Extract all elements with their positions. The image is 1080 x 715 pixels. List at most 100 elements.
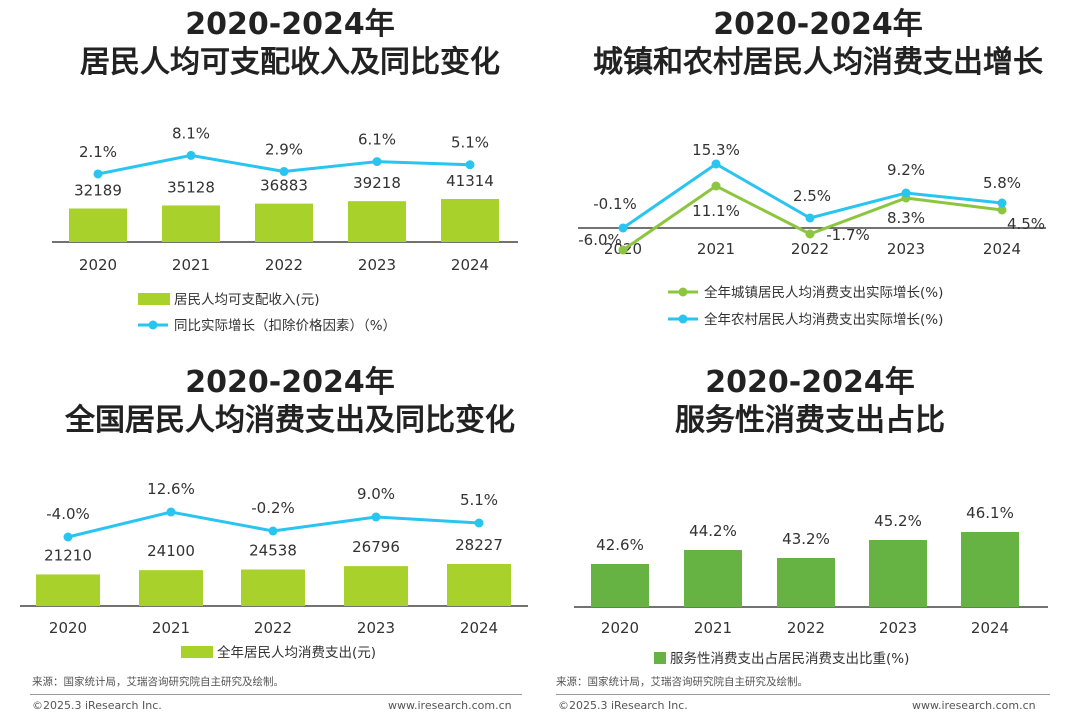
p3-line-label: 9.0%: [357, 485, 395, 503]
p1-bar: [255, 203, 313, 242]
p3-line-point: [63, 532, 73, 542]
p4-legend-bar-label: 服务性消费支出占居民消费支出比重(%): [670, 651, 909, 667]
p1-legend-line-label: 同比实际增长（扣除价格因素）（%）: [174, 318, 396, 334]
p3-bar: [139, 570, 203, 606]
p3-bar: [241, 569, 305, 606]
p3-line-point: [371, 512, 381, 522]
p3-line-point: [166, 507, 176, 517]
p4-bar: [777, 558, 835, 607]
p1-bar: [162, 205, 220, 242]
p3-bar: [36, 574, 100, 606]
p2-tick-label: 2021: [697, 240, 735, 258]
footer-divider-right: [556, 694, 1050, 695]
p4-bar: [961, 532, 1019, 607]
panel4-title: 2020-2024年 服务性消费支出占比: [560, 364, 1060, 440]
p2-legend-urban-label: 全年城镇居民人均消费支出实际增长(%): [704, 284, 943, 301]
panel2-title: 2020-2024年 城镇和农村居民人均消费支出增长: [568, 6, 1068, 82]
panel3-title-line1: 2020-2024年: [185, 365, 395, 400]
p3-tick-label: 2024: [460, 619, 498, 637]
p2-rural-point: [618, 223, 628, 233]
panel2-title-line2: 城镇和农村居民人均消费支出增长: [593, 45, 1043, 80]
p2-rural-point: [711, 159, 721, 169]
p1-legend-bar-label: 居民人均可支配收入(元): [174, 292, 320, 308]
p1-bar-label: 32189: [74, 181, 122, 199]
p1-tick-label: 2022: [265, 256, 303, 274]
p3-bar-label: 24100: [147, 542, 195, 560]
p2-urban-label: 4.5%: [1007, 215, 1045, 233]
p1-line-point: [279, 167, 289, 177]
p3-bar-label: 21210: [44, 546, 92, 564]
p2-rural-label: 5.8%: [983, 174, 1021, 192]
p4-bar-label: 46.1%: [966, 504, 1014, 522]
p2-tick-label: 2024: [983, 240, 1021, 258]
copyright-left: ©2025.3 iResearch Inc.: [32, 699, 162, 712]
p4-bar: [591, 564, 649, 607]
p3-bar-label: 24538: [249, 541, 297, 559]
website-right[interactable]: www.iresearch.com.cn: [912, 699, 1036, 712]
p1-bar: [69, 208, 127, 242]
p3-tick-label: 2020: [49, 619, 87, 637]
p4-tick-label: 2020: [601, 619, 639, 637]
p2-rural-label: -0.1%: [593, 195, 637, 213]
p2-urban-point: [618, 245, 628, 255]
p1-bar-label: 36883: [260, 177, 308, 195]
p4-legend-bar-swatch: [654, 652, 666, 664]
p2-legend-rural-marker: [678, 314, 688, 324]
p1-line-label: 2.9%: [265, 141, 303, 159]
p4-bar: [869, 540, 927, 607]
p3-line-label: 12.6%: [147, 480, 195, 498]
p2-rural-label: 15.3%: [692, 141, 740, 159]
p3-tick-label: 2021: [152, 619, 190, 637]
p1-line-label: 8.1%: [172, 124, 210, 142]
p3-tick-label: 2022: [254, 619, 292, 637]
p2-rural-label: 2.5%: [793, 187, 831, 205]
p1-line-point: [186, 150, 196, 160]
p1-tick-label: 2023: [358, 256, 396, 274]
p1-tick-label: 2021: [172, 256, 210, 274]
p1-bar-label: 39218: [353, 174, 401, 192]
p1-line-label: 2.1%: [79, 143, 117, 161]
p3-bar: [447, 564, 511, 606]
p1-line-point: [465, 160, 475, 170]
p3-line-point: [474, 518, 484, 528]
p4-bar-label: 44.2%: [689, 522, 737, 540]
p2-rural-point: [805, 213, 815, 223]
p2-rural-label: 9.2%: [887, 161, 925, 179]
p3-legend-bar-swatch: [181, 646, 213, 658]
p1-line-point: [372, 157, 382, 167]
p2-legend-urban-marker: [678, 287, 688, 297]
p1-legend-bar-swatch: [138, 293, 170, 305]
p1-line-label: 5.1%: [451, 134, 489, 152]
p3-bar: [344, 566, 408, 606]
website-left[interactable]: www.iresearch.com.cn: [388, 699, 512, 712]
p3-bar-label: 26796: [352, 538, 400, 556]
p3-tick-label: 2023: [357, 619, 395, 637]
panel4-title-line2: 服务性消费支出占比: [675, 403, 945, 438]
p3-line-point: [268, 526, 278, 536]
p2-rural-point: [997, 198, 1007, 208]
p2-legend-rural-label: 全年农村居民人均消费支出实际增长(%): [704, 311, 943, 328]
p4-bar-label: 43.2%: [782, 530, 830, 548]
p2-urban-label: -1.7%: [826, 226, 870, 244]
p3-line-label: -4.0%: [46, 505, 90, 523]
p2-tick-label: 2023: [887, 240, 925, 258]
panel3-title: 2020-2024年 全国居民人均消费支出及同比变化: [40, 364, 540, 440]
p3-bar-label: 28227: [455, 536, 503, 554]
p3-legend-bar-label: 全年居民人均消费支出(元): [217, 644, 376, 661]
p4-tick-label: 2024: [971, 619, 1009, 637]
p1-bar: [441, 199, 499, 242]
p2-urban-label: 11.1%: [692, 202, 740, 220]
p2-urban-label: 8.3%: [887, 209, 925, 227]
p4-tick-label: 2022: [787, 619, 825, 637]
panel1-title-line2: 居民人均可支配收入及同比变化: [80, 45, 500, 80]
p4-tick-label: 2023: [879, 619, 917, 637]
p1-tick-label: 2020: [79, 256, 117, 274]
p1-tick-label: 2024: [451, 256, 489, 274]
p4-tick-label: 2021: [694, 619, 732, 637]
p2-rural-point: [901, 188, 911, 198]
source-note-left: 来源：国家统计局，艾瑞咨询研究院自主研究及绘制。: [32, 676, 284, 688]
p2-tick-label: 2022: [791, 240, 829, 258]
p1-bar-label: 41314: [446, 172, 494, 190]
source-note-right: 来源：国家统计局，艾瑞咨询研究院自主研究及绘制。: [556, 676, 808, 688]
